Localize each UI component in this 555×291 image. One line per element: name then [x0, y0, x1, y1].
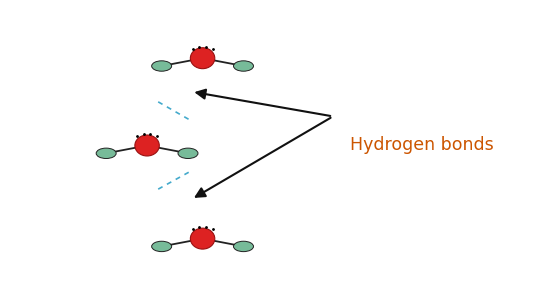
Ellipse shape [96, 148, 116, 159]
Ellipse shape [234, 241, 254, 252]
Ellipse shape [152, 241, 171, 252]
Ellipse shape [152, 61, 171, 71]
Ellipse shape [234, 61, 254, 71]
Ellipse shape [178, 148, 198, 159]
Ellipse shape [190, 228, 215, 249]
Ellipse shape [135, 135, 159, 156]
Text: Hydrogen bonds: Hydrogen bonds [350, 136, 493, 155]
Ellipse shape [190, 48, 215, 69]
